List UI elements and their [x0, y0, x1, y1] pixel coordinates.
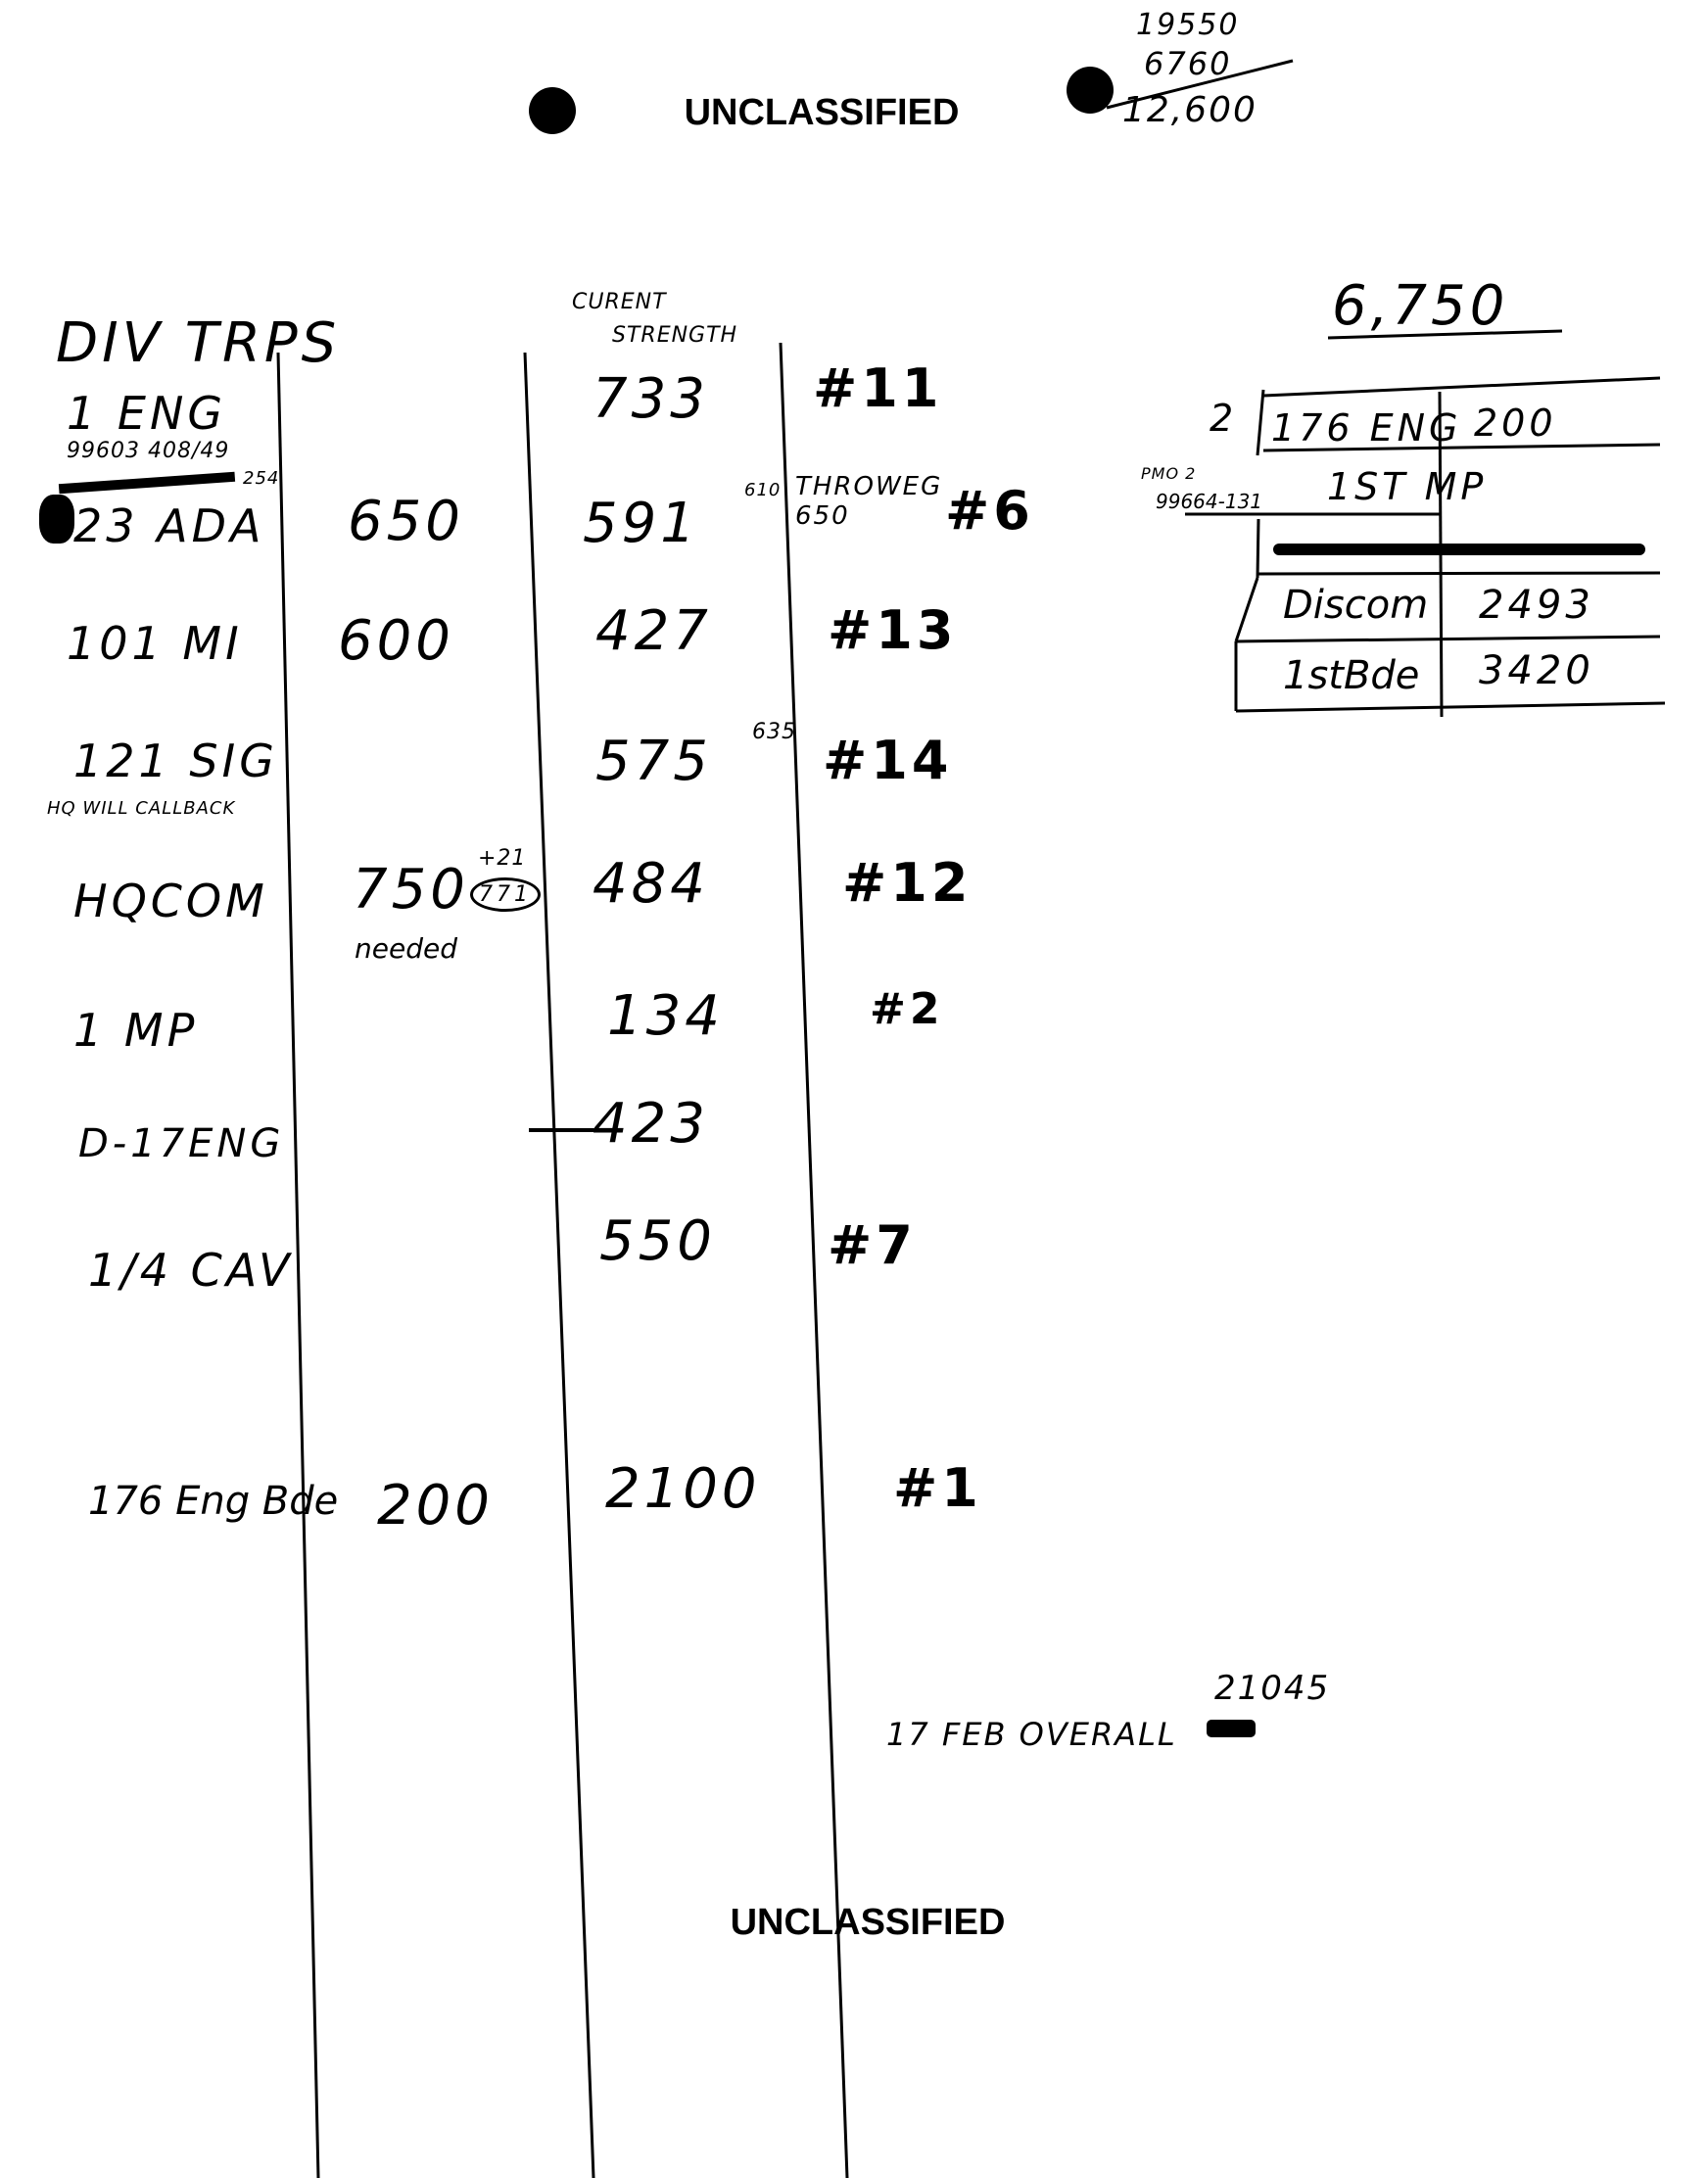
current-strength: 427 [595, 599, 712, 663]
current-strength: 591 [583, 492, 699, 555]
punch-hole-dot [1067, 67, 1114, 114]
side-unit: Discom [1283, 583, 1429, 628]
rank: #11 [813, 357, 943, 419]
unit-note: 254 [243, 468, 280, 489]
rank: #2 [870, 984, 944, 1034]
margin-calc-1: 19550 [1136, 8, 1240, 42]
total-underline [1327, 329, 1563, 340]
needed-label: needed [355, 932, 457, 965]
current-strength: 550 [599, 1209, 716, 1273]
side-marker: 2 [1210, 397, 1238, 440]
unit-label: 176 Eng Bde [88, 1479, 339, 1524]
side-unit: 1stBde [1283, 653, 1420, 698]
unit-note: HQ WILL CALLBACK [47, 798, 236, 819]
unit-label: D-17ENG [78, 1121, 285, 1166]
side-table-rule [1262, 443, 1661, 452]
scribble-strike [1207, 1720, 1256, 1737]
unit-label: 1 MP [73, 1004, 199, 1057]
side-table-rule [1235, 701, 1666, 713]
margin-calc-2: 6760 [1144, 45, 1232, 82]
unit-label: 101 MI [67, 617, 243, 670]
column-divider [779, 342, 849, 2178]
side-table-rule [1262, 376, 1661, 398]
strength-header-line2: STRENGTH [612, 323, 738, 348]
unit-label: 1/4 CAV [88, 1244, 294, 1297]
rank: #1 [893, 1457, 982, 1519]
rank: #7 [828, 1214, 917, 1276]
current-strength: 134 [607, 984, 724, 1048]
overall-label: 17 FEB OVERALL [886, 1716, 1177, 1753]
rank: #12 [842, 852, 973, 914]
needed-value: 200 [377, 1474, 494, 1538]
current-strength: 2100 [605, 1457, 761, 1521]
side-note-bottom: 99664-131 [1156, 490, 1263, 513]
column-divider [276, 352, 320, 2178]
side-table-rule [1256, 518, 1260, 579]
overall-value: 21045 [1214, 1669, 1331, 1708]
page-title: DIV TRPS [56, 311, 341, 375]
current-strength: 484 [593, 852, 709, 916]
current-strength: 733 [593, 367, 709, 431]
dashed-strike [529, 1128, 617, 1132]
side-table-rule [1256, 571, 1661, 576]
current-strength: 423 [593, 1092, 709, 1156]
rank: #14 [823, 730, 953, 791]
scribble-strike [1273, 544, 1645, 555]
needed-value: 600 [338, 609, 454, 673]
needed-value: 750 [353, 858, 469, 922]
side-unit: 176 ENG [1271, 406, 1462, 450]
side-note: THROWEG 650 [795, 472, 943, 531]
current-note: 610 [744, 480, 782, 500]
side-total: 6,750 [1332, 274, 1509, 338]
unit-note: 99603 408/49 [67, 439, 230, 463]
side-table-rule [1256, 389, 1265, 456]
ink-blot [39, 495, 74, 544]
rank: #13 [828, 599, 958, 661]
needed-addition: +21 [478, 846, 527, 871]
side-table-rule [1235, 635, 1661, 643]
side-unit: 1ST MP [1327, 465, 1488, 508]
side-value: 2493 [1479, 583, 1594, 628]
unit-label: 23 ADA [73, 499, 265, 552]
current-note: 635 [752, 720, 796, 744]
side-value: 3420 [1479, 648, 1594, 693]
current-strength: 575 [595, 730, 712, 793]
punch-hole-dot [529, 87, 576, 134]
side-table-rule [1234, 577, 1259, 642]
strength-header-line1: CURENT [572, 290, 667, 314]
needed-value: 650 [348, 490, 464, 553]
side-value: 200 [1474, 402, 1557, 445]
classification-bottom: UNCLASSIFIED [730, 1902, 1006, 1943]
margin-sum-line [1106, 59, 1294, 110]
rank: #6 [945, 480, 1034, 542]
unit-label: 121 SIG [73, 734, 278, 787]
column-divider [523, 352, 595, 2178]
side-note-top: PMO 2 [1141, 464, 1197, 483]
unit-label: 1 ENG [67, 387, 227, 440]
needed-total-circled: 771 [470, 877, 541, 912]
classification-top: UNCLASSIFIED [684, 92, 960, 133]
unit-label: HQCOM [73, 875, 268, 927]
